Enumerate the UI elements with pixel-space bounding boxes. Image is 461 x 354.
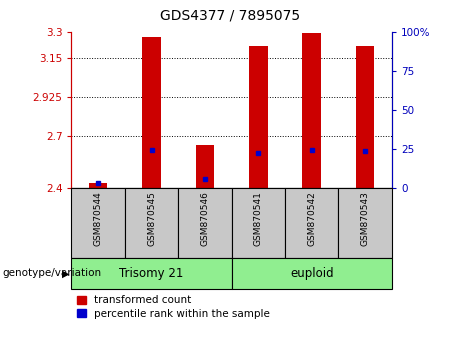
Text: GSM870541: GSM870541 (254, 191, 263, 246)
Text: GSM870546: GSM870546 (201, 191, 209, 246)
Legend: transformed count, percentile rank within the sample: transformed count, percentile rank withi… (77, 296, 270, 319)
Bar (142, 37, 161, 188)
Bar (71, 188, 125, 258)
Text: Trisomy 21: Trisomy 21 (119, 267, 184, 280)
Text: GSM870545: GSM870545 (147, 191, 156, 246)
Bar (195, 145, 214, 188)
Bar (125, 188, 178, 258)
Bar (356, 46, 374, 188)
Text: genotype/variation: genotype/variation (2, 268, 101, 278)
Text: ▶: ▶ (62, 268, 70, 278)
Text: GSM870544: GSM870544 (94, 191, 103, 246)
Text: GSM870542: GSM870542 (307, 191, 316, 246)
Bar (231, 258, 392, 289)
Bar (285, 188, 338, 258)
Bar (89, 183, 107, 188)
Text: GDS4377 / 7895075: GDS4377 / 7895075 (160, 9, 301, 23)
Bar (302, 33, 321, 188)
Bar (231, 188, 285, 258)
Bar (71, 258, 231, 289)
Bar (249, 46, 268, 188)
Bar (338, 188, 392, 258)
Text: GSM870543: GSM870543 (361, 191, 370, 246)
Text: euploid: euploid (290, 267, 334, 280)
Bar (178, 188, 231, 258)
